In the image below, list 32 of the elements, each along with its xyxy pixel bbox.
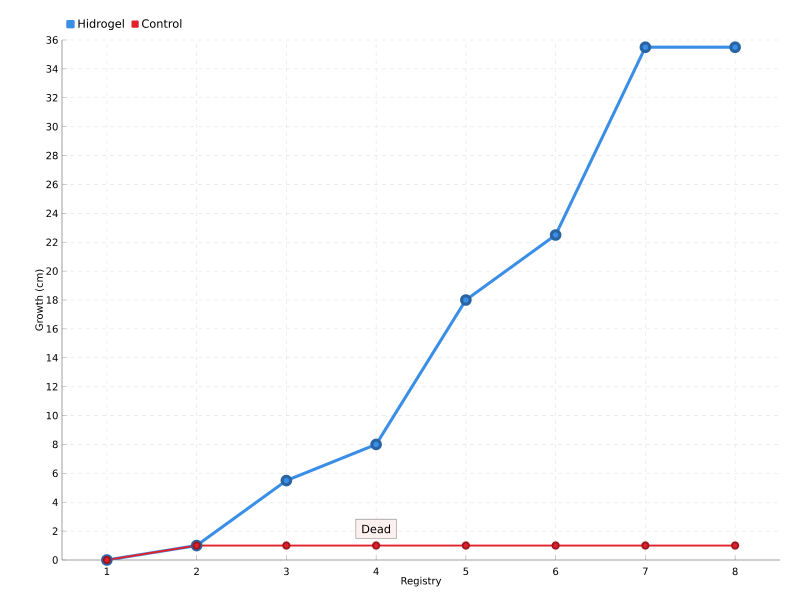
y-tick-label: 22 [46, 238, 58, 246]
y-tick-label: 6 [52, 470, 58, 478]
x-tick-label: 7 [643, 568, 648, 575]
x-tick-label: 8 [732, 568, 738, 576]
y-tick-label: 12 [46, 382, 58, 390]
y-tick-label: 34 [46, 65, 58, 73]
y-tick-label: 18 [46, 296, 58, 304]
y-tick-label: 36 [46, 36, 58, 44]
x-tick-label: 2 [194, 568, 199, 576]
y-tick-label: 4 [52, 498, 58, 506]
y-tick-label: 30 [46, 122, 58, 130]
x-tick-label: 1 [104, 568, 110, 575]
y-tick-label: 8 [52, 440, 58, 448]
x-tick-label: 5 [463, 568, 468, 576]
x-tick-label: 3 [284, 568, 289, 576]
y-tick-label: 28 [46, 152, 58, 160]
y-tick-label: 20 [46, 267, 58, 275]
y-tick-label: 16 [46, 325, 58, 333]
annotation: Dead [362, 524, 390, 534]
y-tick-label: 14 [46, 354, 58, 362]
x-tick-label: 4 [373, 568, 379, 575]
y-tick-label: 24 [46, 210, 58, 218]
y-tick-label: 10 [46, 412, 58, 420]
legend-label: Hidrogel [78, 19, 124, 30]
y-tick-label: 0 [52, 556, 58, 564]
y-axis-title: Growth (cm) [35, 270, 44, 331]
y-tick-label: 26 [46, 180, 58, 188]
y-tick-label: 32 [46, 94, 58, 102]
legend-label: Control [142, 19, 182, 28]
x-axis-title: Registry [402, 576, 442, 586]
y-tick-label: 2 [52, 527, 58, 535]
x-tick-label: 6 [553, 568, 558, 576]
